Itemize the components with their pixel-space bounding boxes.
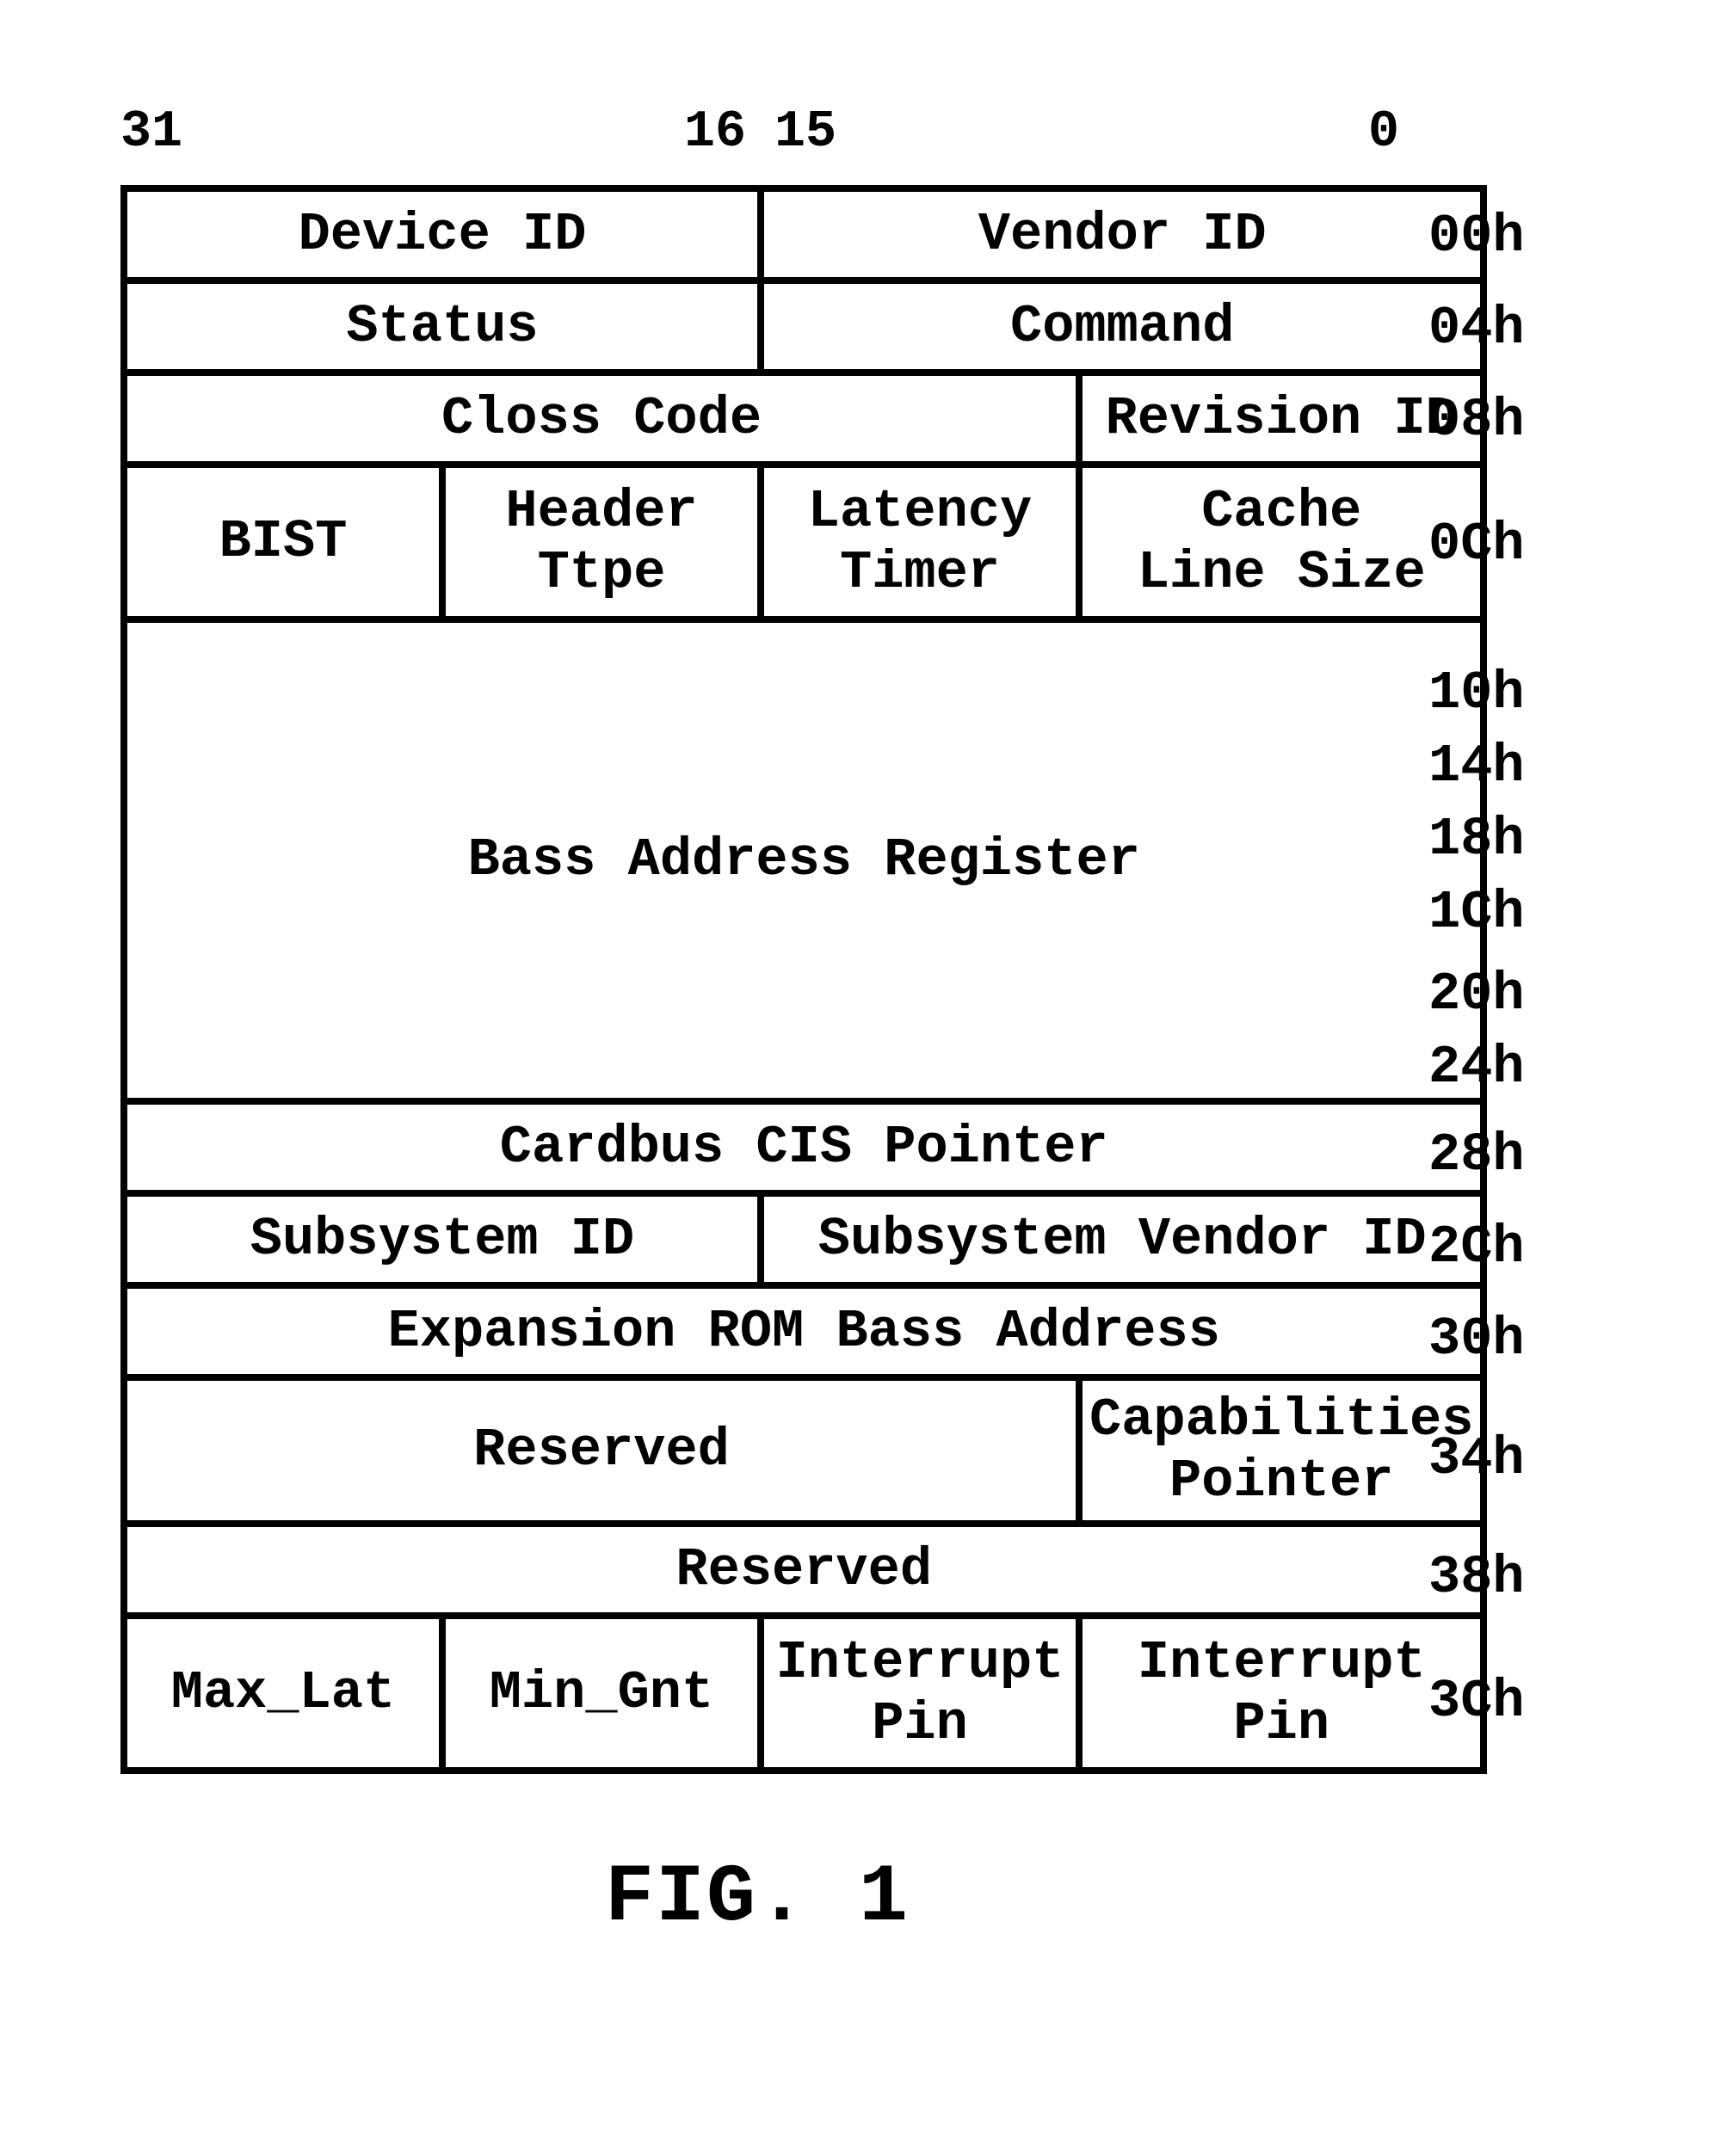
offset-30h: 30h	[1428, 1309, 1525, 1370]
table-row: Status Command	[124, 280, 1484, 373]
table-row: Max_Lat Min_Gnt InterruptPin InterruptPi…	[124, 1616, 1484, 1771]
cell-reserved-34: Reserved	[124, 1377, 1079, 1524]
table-row: BIST HeaderTtpe LatencyTimer CacheLine S…	[124, 465, 1484, 619]
cell-cache-line-size: CacheLine Size	[1079, 465, 1484, 619]
cell-subsystem-id: Subsystem ID	[124, 1193, 761, 1285]
cell-header-type: HeaderTtpe	[442, 465, 761, 619]
bit-label-15: 15	[774, 103, 836, 162]
offset-38h: 38h	[1428, 1547, 1525, 1608]
offset-20h: 20h	[1428, 964, 1525, 1025]
cell-class-code: Closs Code	[124, 373, 1079, 465]
cell-status: Status	[124, 280, 761, 373]
register-map-table: Device ID Vendor ID Status Command Closs…	[120, 185, 1487, 1774]
bit-labels-row: 31 16 15 0	[120, 103, 1721, 185]
table-row: Device ID Vendor ID	[124, 188, 1484, 280]
cell-cardbus-cis-pointer: Cardbus CIS Pointer	[124, 1101, 1484, 1193]
offset-04h: 04h	[1428, 298, 1525, 359]
offset-08h: 08h	[1428, 390, 1525, 451]
offset-3ch: 3Ch	[1428, 1671, 1525, 1732]
cell-base-address-register: Bass Address Register	[124, 619, 1484, 1101]
cell-capabilities-pointer: CapabilitiesPointer	[1079, 1377, 1484, 1524]
cell-latency-timer: LatencyTimer	[761, 465, 1079, 619]
cell-command: Command	[761, 280, 1484, 373]
offset-2ch: 2Ch	[1428, 1217, 1525, 1278]
offset-1ch: 1Ch	[1428, 882, 1525, 943]
cell-min-gnt: Min_Gnt	[442, 1616, 761, 1771]
cell-interrupt-pin-1: InterruptPin	[761, 1616, 1079, 1771]
cell-bist: BIST	[124, 465, 442, 619]
bit-label-31: 31	[120, 103, 182, 162]
cell-max-lat: Max_Lat	[124, 1616, 442, 1771]
table-row: Bass Address Register	[124, 619, 1484, 1101]
table-row: Cardbus CIS Pointer	[124, 1101, 1484, 1193]
bit-label-16: 16	[684, 103, 746, 162]
offset-00h: 00h	[1428, 206, 1525, 267]
cell-device-id: Device ID	[124, 188, 761, 280]
offset-0ch: 0Ch	[1428, 514, 1525, 575]
figure-caption: FIG. 1	[120, 1851, 1394, 1944]
offset-24h: 24h	[1428, 1037, 1525, 1098]
table-row: Reserved	[124, 1524, 1484, 1616]
cell-interrupt-pin-2: InterruptPin	[1079, 1616, 1484, 1771]
cell-revision-id: Revision ID	[1079, 373, 1484, 465]
table-row: Reserved CapabilitiesPointer	[124, 1377, 1484, 1524]
offset-28h: 28h	[1428, 1124, 1525, 1186]
cell-expansion-rom: Expansion ROM Bass Address	[124, 1285, 1484, 1377]
table-row: Subsystem ID Subsystem Vendor ID	[124, 1193, 1484, 1285]
cell-vendor-id: Vendor ID	[761, 188, 1484, 280]
cell-reserved-38: Reserved	[124, 1524, 1484, 1616]
cell-subsystem-vendor-id: Subsystem Vendor ID	[761, 1193, 1484, 1285]
offset-10h: 10h	[1428, 662, 1525, 724]
bit-label-0: 0	[1368, 103, 1399, 162]
table-row: Closs Code Revision ID	[124, 373, 1484, 465]
table-row: Expansion ROM Bass Address	[124, 1285, 1484, 1377]
offset-34h: 34h	[1428, 1428, 1525, 1489]
offset-14h: 14h	[1428, 736, 1525, 797]
offset-18h: 18h	[1428, 809, 1525, 870]
